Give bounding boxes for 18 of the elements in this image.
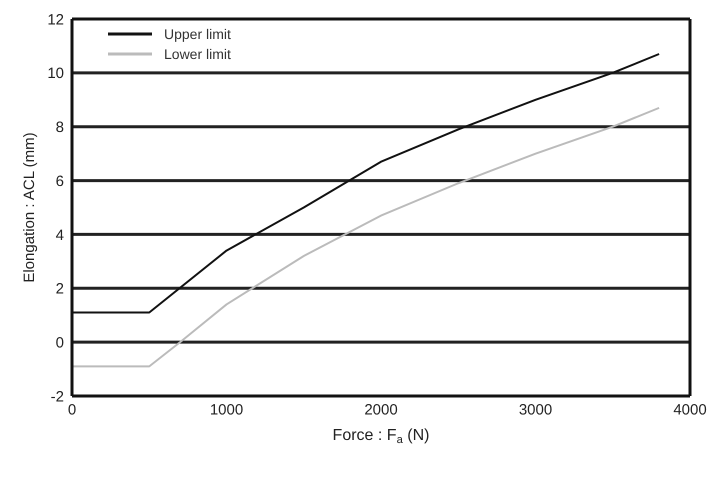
legend-label: Upper limit bbox=[164, 26, 231, 42]
x-axis-title: Force : F$_{a}$ (N) bbox=[332, 427, 430, 446]
y-tick-label: 12 bbox=[47, 11, 64, 28]
line-series bbox=[72, 106, 660, 368]
x-tick-label: 1000 bbox=[210, 402, 244, 419]
y-tick-label: 2 bbox=[56, 280, 64, 298]
y-tick-label: 6 bbox=[56, 172, 64, 190]
y-tick-label: 4 bbox=[56, 226, 64, 244]
x-tick-label: 3000 bbox=[518, 402, 552, 419]
y-tick-label: 10 bbox=[47, 65, 64, 82]
x-tick-label: 0 bbox=[68, 402, 76, 419]
legend-label: Lower limit bbox=[164, 46, 231, 62]
x-tick-label: 2000 bbox=[364, 402, 398, 419]
y-axis-title: Elongation : ACL (mm) bbox=[21, 132, 38, 283]
y-tick-label: -2 bbox=[50, 388, 64, 406]
y-tick-label: 8 bbox=[56, 119, 64, 136]
y-tick-label: 0 bbox=[56, 334, 64, 352]
x-tick-label: 4000 bbox=[673, 402, 707, 419]
